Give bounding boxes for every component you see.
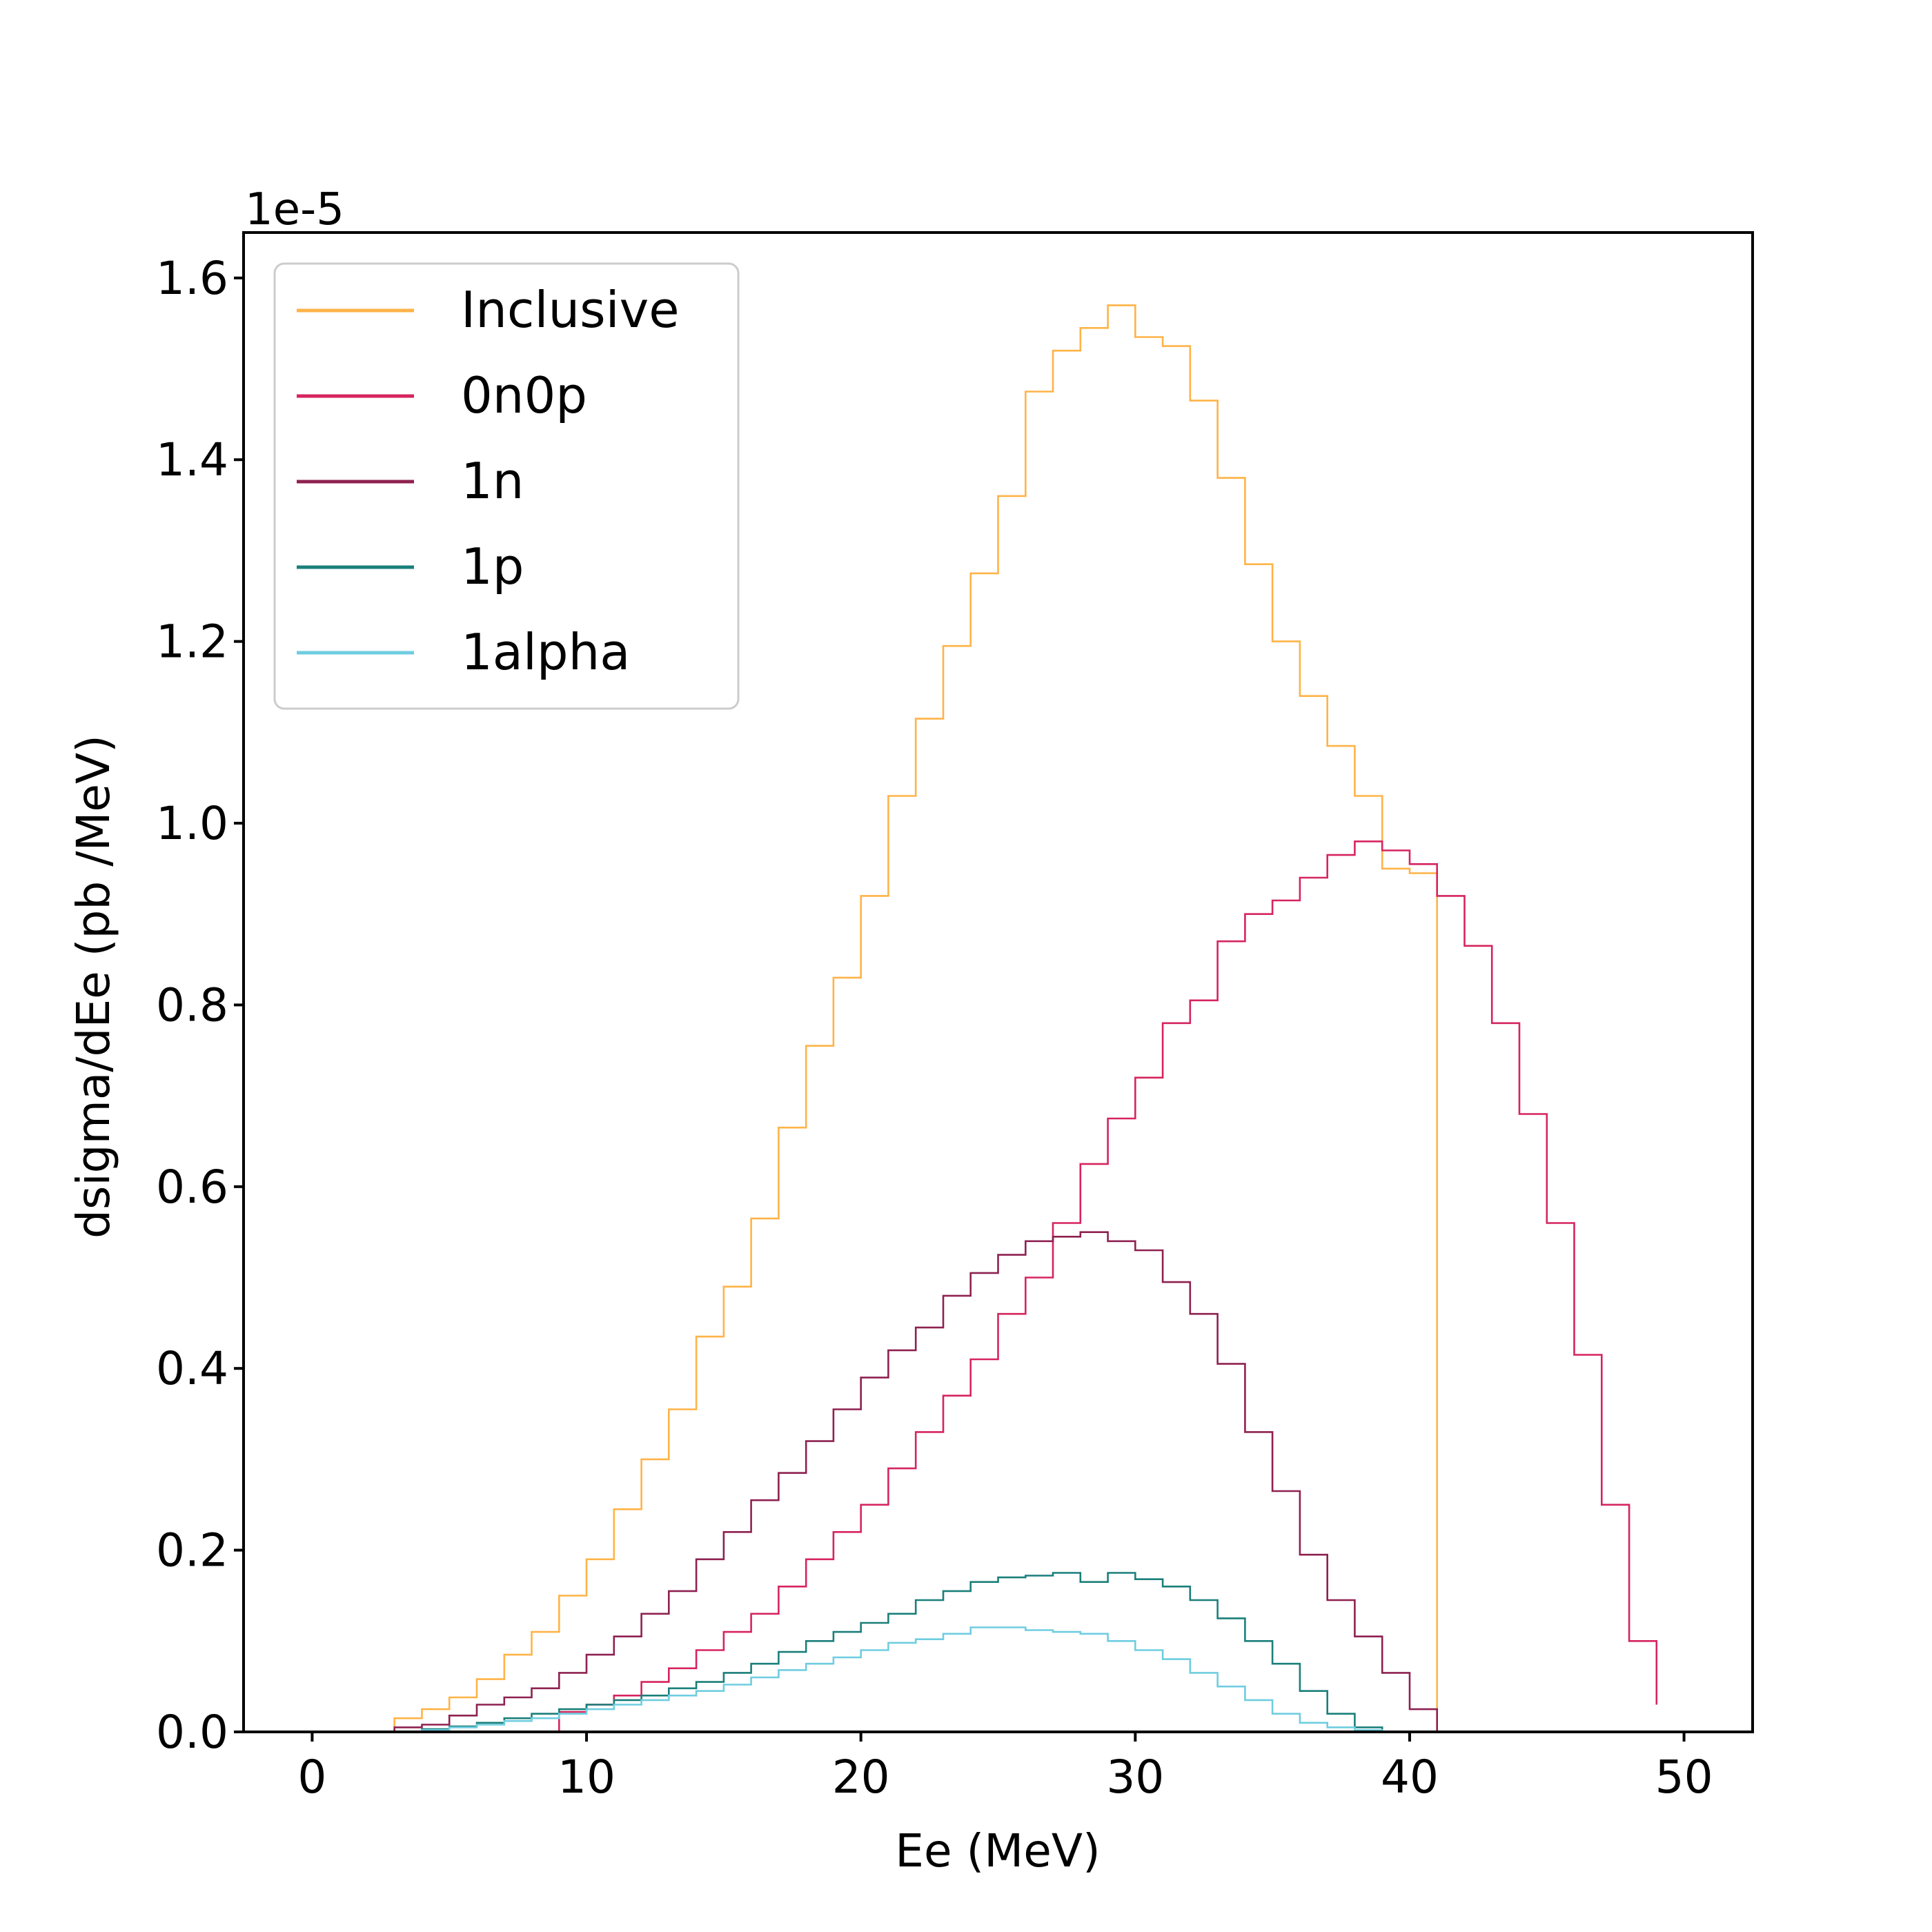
legend-label-1n: 1n	[461, 452, 524, 510]
x-tick-label: 30	[1106, 1751, 1164, 1804]
x-axis-label: Ee (MeV)	[895, 1824, 1100, 1877]
series-layer	[393, 304, 1658, 1732]
y-tick-label: 1.0	[156, 797, 228, 850]
legend-box	[273, 262, 740, 710]
legend-label-0n0p: 0n0p	[461, 366, 587, 424]
series-line-0n0p	[558, 840, 1658, 1732]
x-tick-label: 0	[297, 1751, 326, 1804]
x-tick-label: 50	[1655, 1751, 1713, 1804]
y-offset-label: 1e-5	[245, 184, 344, 235]
x-axis: 0 10 20 30 40 50	[297, 1732, 1713, 1804]
series-line-1alpha	[421, 1626, 1383, 1732]
y-tick-label: 0.2	[156, 1524, 228, 1577]
y-tick-label: 0.4	[156, 1342, 228, 1395]
y-axis: 0.0 0.2 0.4 0.6 0.8 1.0 1.2 1.4 1.6	[156, 252, 244, 1759]
x-tick-label: 40	[1381, 1751, 1439, 1804]
series-line-1n	[393, 1231, 1438, 1732]
legend: Inclusive 0n0p 1n 1p 1alpha	[273, 262, 740, 710]
y-tick-label: 1.6	[156, 252, 228, 305]
legend-label-1alpha: 1alpha	[461, 623, 630, 681]
y-axis-label: dsigma/dEe (pb /MeV)	[67, 735, 120, 1239]
x-tick-label: 20	[832, 1751, 890, 1804]
y-tick-label: 0.0	[156, 1706, 228, 1759]
series-line-inclusive	[393, 304, 1438, 1732]
x-tick-label: 10	[558, 1751, 615, 1804]
y-tick-label: 1.4	[156, 433, 228, 486]
y-tick-label: 0.6	[156, 1161, 228, 1214]
y-tick-label: 1.2	[156, 615, 228, 669]
legend-label-1p: 1p	[461, 538, 524, 595]
series-line-1p	[421, 1572, 1383, 1732]
plot-frame	[242, 231, 1754, 1733]
legend-label-inclusive: Inclusive	[461, 281, 680, 339]
y-tick-label: 0.8	[156, 978, 228, 1032]
